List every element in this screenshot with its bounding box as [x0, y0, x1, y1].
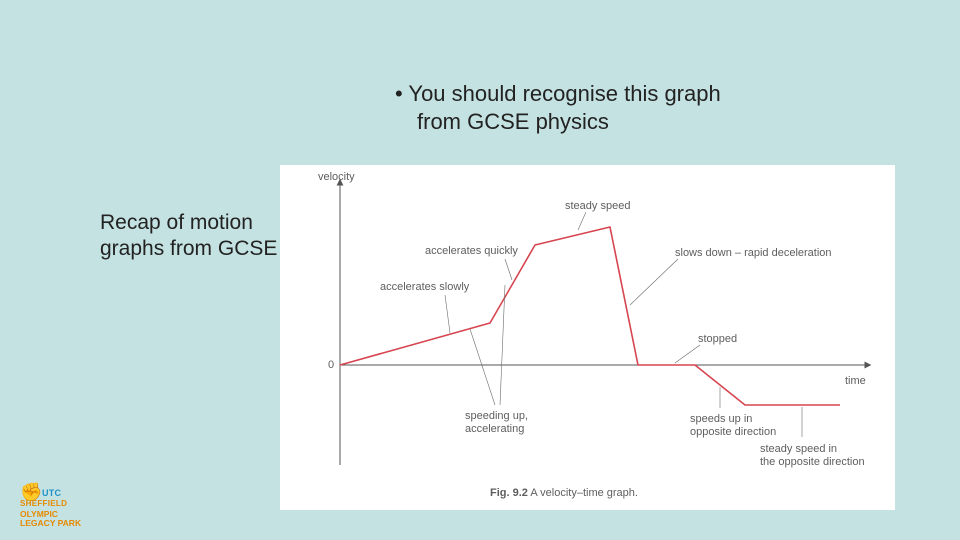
caption-text: A velocity–time graph.	[528, 487, 638, 499]
annotation-speeds_opp_l1: speeds up in	[690, 413, 752, 425]
annotation-steady_speed: steady speed	[565, 200, 630, 212]
bullet-line1: • You should recognise this graph	[395, 80, 721, 108]
bullet-text: • You should recognise this graph from G…	[395, 80, 721, 135]
hand-icon: ✊	[20, 485, 39, 499]
annotation-accel_slowly: accelerates slowly	[380, 281, 469, 293]
bullet-line2: from GCSE physics	[395, 108, 721, 136]
figure-caption: Fig. 9.2 A velocity–time graph.	[490, 487, 638, 499]
velocity-time-figure: velocity time 0 accelerates slowly accelerat…	[280, 165, 895, 510]
axis-y-label: velocity	[318, 171, 355, 183]
caption-prefix: Fig. 9.2	[490, 487, 528, 499]
slide: • You should recognise this graph from G…	[0, 0, 960, 540]
annotation-steady_opp_l2: the opposite direction	[760, 456, 865, 468]
logo-utc-text: UTC	[42, 488, 61, 498]
logo-olp: OLYMPIC LEGACY PARK	[20, 510, 81, 528]
annotation-steady_opp_l1: steady speed in	[760, 443, 837, 455]
annotation-speeding_up_l1: speeding up,	[465, 410, 528, 422]
logo-utc: ✊ UTC SHEFFIELD	[20, 483, 81, 508]
annotation-speeds_opp_l2: opposite direction	[690, 426, 776, 438]
annotation-accel_quickly: accelerates quickly	[425, 245, 518, 257]
side-text: Recap of motion graphs from GCSE	[100, 210, 300, 263]
logo-olp-l2: LEGACY PARK	[20, 518, 81, 528]
annotation-speeding_up_l2: accelerating	[465, 423, 524, 435]
axis-x-label: time	[845, 375, 866, 387]
logo-block: ✊ UTC SHEFFIELD OLYMPIC LEGACY PARK	[20, 483, 81, 528]
annotation-slows_down: slows down – rapid deceleration	[675, 247, 832, 259]
origin-label: 0	[328, 359, 334, 371]
annotation-stopped: stopped	[698, 333, 737, 345]
